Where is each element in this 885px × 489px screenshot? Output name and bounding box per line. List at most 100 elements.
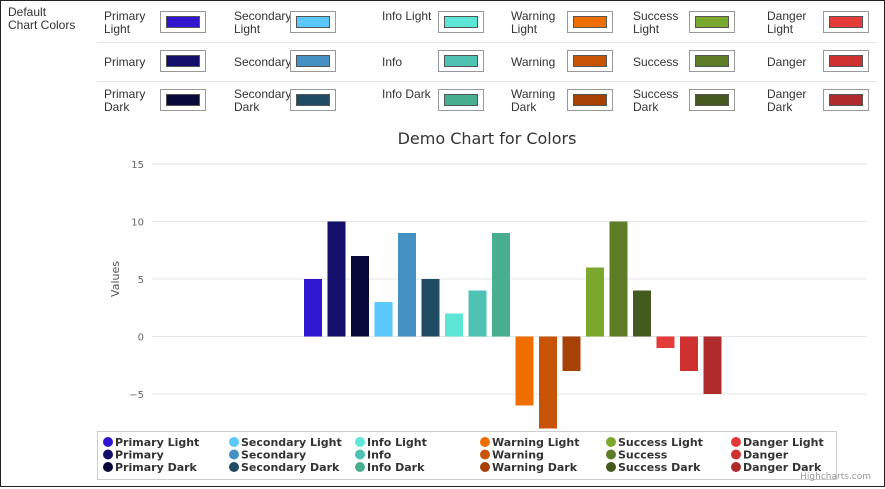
color-swatch[interactable] (567, 50, 613, 72)
bar-warning-light[interactable] (515, 336, 534, 406)
bar-secondary[interactable] (398, 233, 416, 337)
legend-label: Secondary Light (241, 436, 342, 449)
color-swatch[interactable] (567, 11, 613, 33)
swatch-fill (296, 55, 330, 67)
bar-primary-dark[interactable] (351, 256, 369, 337)
palette-label: Danger Dark (767, 87, 807, 114)
palette-label: Success (633, 55, 679, 69)
color-swatch[interactable] (160, 50, 206, 72)
legend-label: Primary (115, 449, 164, 462)
legend-marker (103, 437, 113, 447)
color-swatch[interactable] (438, 50, 484, 72)
legend-label: Danger Light (743, 436, 824, 449)
legend-label: Warning Light (492, 436, 579, 449)
color-swatch[interactable] (689, 50, 735, 72)
bar-danger-dark[interactable] (703, 336, 722, 395)
legend-marker (229, 437, 239, 447)
bar-warning-dark[interactable] (562, 336, 581, 372)
color-swatch[interactable] (160, 89, 206, 111)
color-swatch[interactable] (689, 11, 735, 33)
legend-marker (606, 462, 616, 472)
bar-info-dark[interactable] (492, 233, 510, 337)
legend-item[interactable]: Primary Dark (103, 461, 198, 474)
bar-primary-light[interactable] (304, 279, 322, 337)
legend-marker (229, 449, 239, 460)
chart-credits[interactable]: Highcharts.com (800, 472, 871, 482)
palette-label: Warning Dark (511, 87, 556, 114)
legend-item[interactable]: Success (606, 449, 668, 462)
bar-danger[interactable] (680, 336, 698, 372)
y-tick-label: 0 (138, 333, 144, 344)
bar-warning[interactable] (539, 336, 557, 429)
legend-item[interactable]: Secondary (229, 449, 306, 462)
legend-item[interactable]: Secondary Dark (229, 461, 340, 474)
color-swatch[interactable] (689, 89, 735, 111)
palette-label: Secondary Light (234, 9, 292, 36)
color-swatch[interactable] (290, 50, 336, 72)
palette-label: Primary Light (104, 9, 146, 36)
legend-marker (731, 437, 741, 447)
legend-item[interactable]: Danger Light (731, 436, 824, 449)
y-tick-label: 10 (131, 218, 144, 229)
chart-title: Demo Chart for Colors (398, 129, 577, 148)
bar-success-dark[interactable] (633, 290, 651, 337)
swatch-fill (166, 16, 200, 28)
swatch-fill (695, 16, 729, 28)
legend-box (97, 431, 837, 480)
palette-label: Primary Dark (104, 87, 146, 114)
legend-item[interactable]: Danger Dark (731, 461, 822, 474)
legend-label: Success Light (618, 436, 703, 449)
chart-bars (304, 221, 722, 429)
legend-item[interactable]: Success Dark (606, 461, 701, 474)
bar-info-light[interactable] (445, 313, 463, 337)
color-swatch[interactable] (567, 89, 613, 111)
legend-label: Warning (492, 449, 544, 462)
color-swatch[interactable] (290, 11, 336, 33)
color-swatch[interactable] (160, 11, 206, 33)
legend-item[interactable]: Warning Light (480, 436, 579, 449)
bar-info[interactable] (468, 290, 487, 337)
swatch-fill (296, 16, 330, 28)
legend-marker (103, 449, 113, 460)
bar-danger-light[interactable] (656, 336, 675, 349)
legend-marker (355, 437, 365, 447)
color-swatch[interactable] (438, 11, 484, 33)
palette-label: Info (382, 55, 403, 69)
color-swatch[interactable] (823, 11, 869, 33)
bar-primary[interactable] (327, 221, 346, 337)
legend-item[interactable]: Primary (103, 449, 164, 462)
bar-success-light[interactable] (586, 267, 604, 337)
legend-marker (355, 462, 365, 472)
color-swatch[interactable] (823, 89, 869, 111)
y-tick-label: 15 (131, 160, 144, 171)
color-swatch[interactable] (823, 50, 869, 72)
palette-label: Primary (104, 55, 146, 69)
swatch-fill (695, 94, 729, 106)
color-swatch[interactable] (290, 89, 336, 111)
legend-item[interactable]: Info Light (355, 436, 427, 449)
palette-row: Primary Dark Secondary Dark Info Dark Warni… (97, 82, 877, 120)
legend-item[interactable]: Warning Dark (480, 461, 578, 474)
legend-item[interactable]: Success Light (606, 436, 703, 449)
swatch-fill (573, 94, 607, 106)
legend-item[interactable]: Info (355, 449, 392, 462)
bar-success[interactable] (609, 221, 628, 337)
color-swatch[interactable] (438, 89, 484, 111)
legend-item[interactable]: Secondary Light (229, 436, 342, 449)
legend-item[interactable]: Danger (731, 449, 789, 462)
legend-marker (229, 462, 239, 472)
bar-secondary-light[interactable] (374, 302, 393, 337)
palette-label: Danger (767, 55, 807, 69)
legend-item[interactable]: Warning (480, 449, 544, 462)
palette-label: Secondary Dark (234, 87, 292, 114)
legend-item[interactable]: Primary Light (103, 436, 199, 449)
legend-label: Secondary (241, 449, 306, 462)
legend-label: Success Dark (618, 461, 701, 474)
legend-label: Danger (743, 449, 789, 462)
palette-label: Info Dark (382, 87, 431, 101)
bar-secondary-dark[interactable] (421, 279, 440, 337)
legend-item[interactable]: Info Dark (355, 461, 425, 474)
chart-y-axis-label: Values (109, 261, 122, 297)
